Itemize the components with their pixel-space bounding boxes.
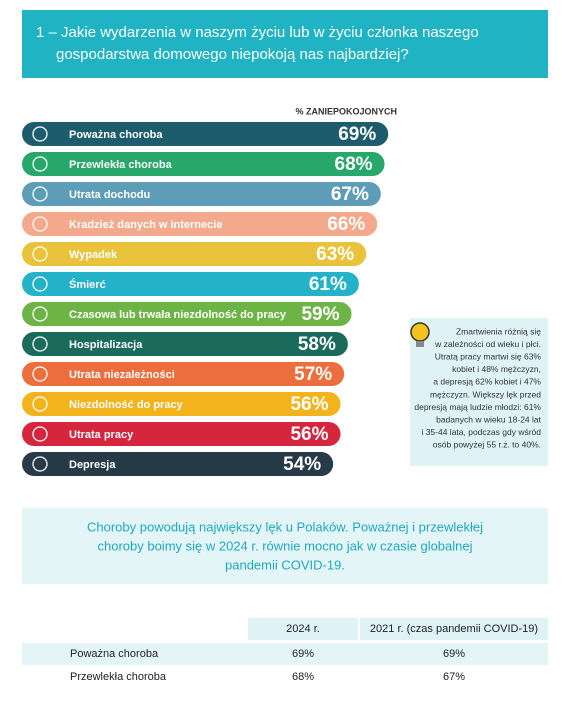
bar <box>22 302 352 326</box>
bar <box>22 182 381 206</box>
chart-subtitle: % ZANIEPOKOJONYCH <box>295 106 397 116</box>
highlight-box <box>22 508 548 584</box>
table-cell: 68% <box>292 671 314 683</box>
bar <box>22 422 341 446</box>
header-band <box>22 10 548 78</box>
bar <box>22 242 367 266</box>
value-label: 67% <box>331 184 369 205</box>
note-line: w zależności od wieku i płci. <box>434 339 541 349</box>
bar-icon <box>32 246 48 262</box>
note-line: Zmartwienia różnią się <box>456 326 541 336</box>
table-row-label: Przewlekła choroba <box>70 671 167 683</box>
value-label: 54% <box>283 454 321 475</box>
note-line: i 35-44 lata, podczas gdy wśród <box>421 427 541 437</box>
value-label: 69% <box>338 124 376 145</box>
bar <box>22 332 348 356</box>
note-line: mężczyzn. Większy lęk przed <box>430 389 541 399</box>
value-label: 66% <box>327 214 365 235</box>
bar-icon <box>32 366 48 382</box>
title-line: 1 – Jakie wydarzenia w naszym życiu lub … <box>36 24 479 41</box>
category-label: Przewlekła choroba <box>69 159 173 171</box>
value-label: 58% <box>298 334 336 355</box>
table-header: 2024 r. <box>286 623 320 635</box>
note-line: kobiet i 48% mężczyzn, <box>452 364 541 374</box>
note-line: osób powyżej 55 r.ż. to 40%. <box>433 440 541 450</box>
value-label: 59% <box>301 304 339 325</box>
bar <box>22 122 389 146</box>
value-label: 68% <box>335 154 373 175</box>
table-header-cell <box>360 618 548 640</box>
table-cell: 67% <box>443 671 465 683</box>
highlight-line: Choroby powodują największy lęk u Polakó… <box>87 519 483 534</box>
bar-icon <box>32 396 48 412</box>
bar <box>22 152 385 176</box>
table-row-bg <box>22 643 548 665</box>
value-label: 63% <box>316 244 354 265</box>
value-label: 57% <box>294 364 332 385</box>
bar <box>22 362 345 386</box>
bar-icon <box>32 336 48 352</box>
table-header: 2021 r. (czas pandemii COVID-19) <box>370 623 538 635</box>
category-label: Utrata dochodu <box>69 189 150 201</box>
bulb-icon <box>410 322 430 347</box>
category-label: Śmierć <box>69 278 106 291</box>
bar-icon <box>32 276 48 292</box>
table-row-label: Poważna choroba <box>70 648 159 660</box>
category-label: Depresja <box>69 459 116 471</box>
bar <box>22 212 378 236</box>
note-box <box>410 318 548 466</box>
category-label: Hospitalizacja <box>69 339 143 351</box>
table-cell: 69% <box>443 648 465 660</box>
value-label: 61% <box>309 274 347 295</box>
category-label: Czasowa lub trwała niezdolność do pracy <box>69 309 287 321</box>
note-line: a depresją 62% kobiet i 47% <box>433 377 541 387</box>
category-label: Kradzież danych w internecie <box>69 219 222 231</box>
note-line: badanych w wieku 18-24 lat <box>436 414 542 424</box>
category-label: Poważna choroba <box>69 129 163 141</box>
bar-icon <box>32 156 48 172</box>
bar-icon <box>32 426 48 442</box>
category-label: Utrata pracy <box>69 429 134 441</box>
value-label: 56% <box>290 424 328 445</box>
table-cell: 69% <box>292 648 314 660</box>
note-line: Utratą pracy martwi się 63% <box>435 351 542 361</box>
highlight-line: pandemii COVID-19. <box>225 557 345 572</box>
title-line: gospodarstwa domowego niepokoją nas najb… <box>56 46 409 63</box>
category-label: Utrata niezależności <box>69 369 175 381</box>
highlight-line: choroby boimy się w 2024 r. równie mocno… <box>97 538 472 553</box>
category-label: Wypadek <box>69 249 118 261</box>
note-line: depresją mają ludzie młodzi: 61% <box>414 402 541 412</box>
bar-icon <box>32 186 48 202</box>
bar-icon <box>32 456 48 472</box>
value-label: 56% <box>290 394 328 415</box>
bar-icon <box>32 216 48 232</box>
category-label: Niezdolność do pracy <box>69 399 184 411</box>
bar <box>22 272 359 296</box>
table-header-cell <box>248 618 358 640</box>
bar-icon <box>32 306 48 322</box>
bar <box>22 392 341 416</box>
bar <box>22 452 334 476</box>
bar-icon <box>32 126 48 142</box>
